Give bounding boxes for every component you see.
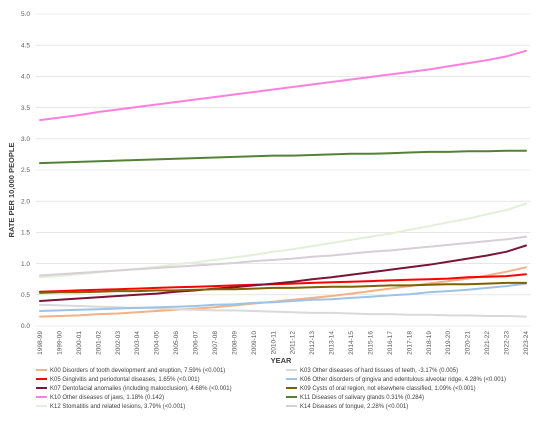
x-tick-label: 2006-07 [193, 331, 200, 355]
x-tick-label: 2007-08 [212, 331, 219, 355]
series-line-k05 [39, 273, 527, 293]
gridlines [36, 13, 530, 327]
x-tick-label: 2016-17 [387, 331, 394, 355]
x-tick-labels: 1998-99 1999-00 2000-01 2001-02 2002-03 2003-… [37, 331, 530, 355]
y-tick-label: 0.5 [21, 292, 30, 299]
series-line-k10 [39, 49, 527, 122]
x-tick-label: 2011-12 [290, 331, 297, 355]
y-tick-label: 0.0 [21, 323, 30, 330]
legend-entry: K00 Disorders of tooth development and e… [50, 368, 225, 374]
legend-entry: K05 Gingivitis and periodontal diseases,… [50, 377, 200, 383]
x-tick-label: 2009-10 [251, 331, 258, 355]
x-tick-label: 2022-23 [504, 331, 511, 355]
legend-entry: K09 Cysts of oral region, not elsewhere … [300, 386, 476, 392]
series-lines [39, 49, 527, 318]
x-tick-label: 2021-22 [484, 331, 491, 355]
x-tick-label: 2023-24 [523, 331, 530, 355]
y-axis-title: RATE PER 10,000 PEOPLE [7, 143, 16, 238]
x-tick-label: 2004-05 [154, 331, 161, 355]
legend-entry: K06 Other disorders of gingiva and edent… [300, 377, 506, 383]
x-tick-label: 2001-02 [95, 331, 102, 355]
x-axis-title: YEAR [271, 356, 292, 365]
x-tick-label: 2019-20 [445, 331, 452, 355]
legend-entry: K12 Stomatitis and related lesions, 3.79… [50, 404, 185, 410]
x-tick-label: 2020-21 [465, 331, 472, 355]
legend-entry: K14 Diseases of tongue, 2.28% (<0.001) [300, 404, 408, 410]
x-tick-label: 2002-03 [115, 331, 122, 355]
y-tick-label: 2.5 [21, 167, 30, 174]
legend-entry: K11 Diseases of salivary glands 0.31% (0… [300, 395, 424, 401]
x-tick-label: 2005-06 [173, 331, 180, 355]
y-tick-label: 3.0 [21, 136, 30, 143]
x-tick-label: 2003-04 [134, 331, 141, 355]
y-tick-label: 5.0 [21, 11, 30, 18]
y-tick-label: 1.5 [21, 230, 30, 237]
legend-entry: K03 Other diseases of hard tissues of te… [300, 368, 458, 374]
series-line-k14 [39, 235, 527, 277]
x-tick-label: 2018-19 [426, 331, 433, 355]
y-tick-label: 4.5 [21, 42, 30, 49]
x-tick-label: 2008-09 [231, 331, 238, 355]
x-tick-label: 2012-13 [309, 331, 316, 355]
y-tick-labels: 0.0 0.5 1.0 1.5 2.0 2.5 3.0 3.5 4.0 4.5 5.0 [21, 11, 30, 330]
legend-entry: K10 Other diseases of jaws, 1.18% (0.142… [50, 395, 164, 401]
series-line-k06 [39, 282, 527, 312]
x-tick-label: 1999-00 [56, 331, 63, 355]
x-tick-label: 2013-14 [329, 331, 336, 355]
series-line-k09 [39, 281, 527, 294]
x-tick-label: 2017-18 [406, 331, 413, 355]
y-tick-label: 1.0 [21, 261, 30, 268]
x-tick-label: 2010-11 [270, 331, 277, 355]
x-tick-label: 1998-99 [37, 331, 44, 355]
series-line-k03 [39, 303, 527, 318]
series-line-k12 [39, 202, 527, 279]
x-tick-label: 2000-01 [76, 331, 83, 355]
x-tick-label: 2014-15 [348, 331, 355, 355]
legend-entry: K07 Dentofacial anomalies (including mal… [50, 386, 232, 392]
series-line-k07 [39, 244, 527, 302]
legend: K00 Disorders of tooth development and e… [36, 368, 506, 410]
series-line-k11 [39, 149, 527, 165]
x-tick-label: 2015-16 [367, 331, 374, 355]
y-tick-label: 3.5 [21, 105, 30, 112]
y-tick-label: 4.0 [21, 74, 30, 81]
y-tick-label: 2.0 [21, 198, 30, 205]
